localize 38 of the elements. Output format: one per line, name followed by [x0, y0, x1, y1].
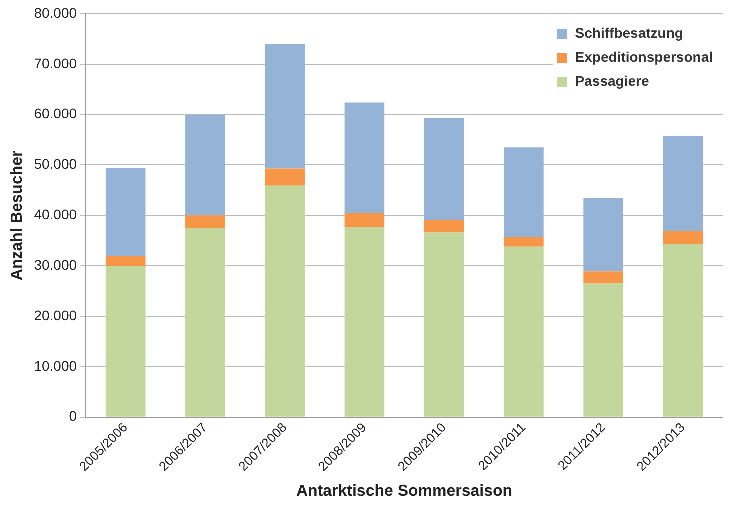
bar	[504, 237, 544, 247]
legend-label: Schiffbesatzung	[575, 24, 684, 41]
bar	[663, 136, 704, 232]
bar	[265, 168, 305, 186]
bar	[424, 118, 464, 220]
bar	[584, 198, 624, 272]
y-tick-label: 50.000	[34, 156, 78, 172]
bar	[186, 228, 226, 417]
y-tick-label: 0	[69, 408, 78, 424]
legend-label: Expeditionspersonal	[575, 48, 714, 65]
bar	[106, 168, 146, 256]
y-axis-title: Anzahl Besucher	[9, 150, 26, 281]
legend-label: Passagiere	[575, 72, 650, 89]
bar	[186, 216, 226, 228]
bar	[424, 220, 464, 233]
y-tick-label: 80.000	[34, 4, 78, 21]
bar	[344, 227, 385, 417]
bar	[584, 284, 624, 417]
bar	[504, 148, 544, 238]
bar	[265, 44, 305, 169]
y-tick-label: 70.000	[34, 55, 78, 72]
x-axis-title: Antarktische Sommersaison	[296, 482, 513, 500]
bar	[344, 213, 385, 228]
bar	[584, 272, 624, 284]
bar	[265, 186, 305, 417]
bar	[424, 232, 464, 417]
bar	[504, 246, 544, 417]
bar	[344, 102, 385, 214]
bar	[106, 256, 146, 266]
y-tick-label: 20.000	[34, 307, 78, 324]
bar	[186, 114, 226, 216]
y-tick-label: 40.000	[34, 206, 78, 223]
y-tick-label: 10.000	[34, 358, 78, 374]
y-tick-label: 60.000	[34, 106, 78, 122]
bar	[663, 231, 704, 244]
y-tick-label: 30.000	[34, 256, 78, 273]
bar	[106, 266, 146, 417]
bar	[663, 244, 704, 417]
